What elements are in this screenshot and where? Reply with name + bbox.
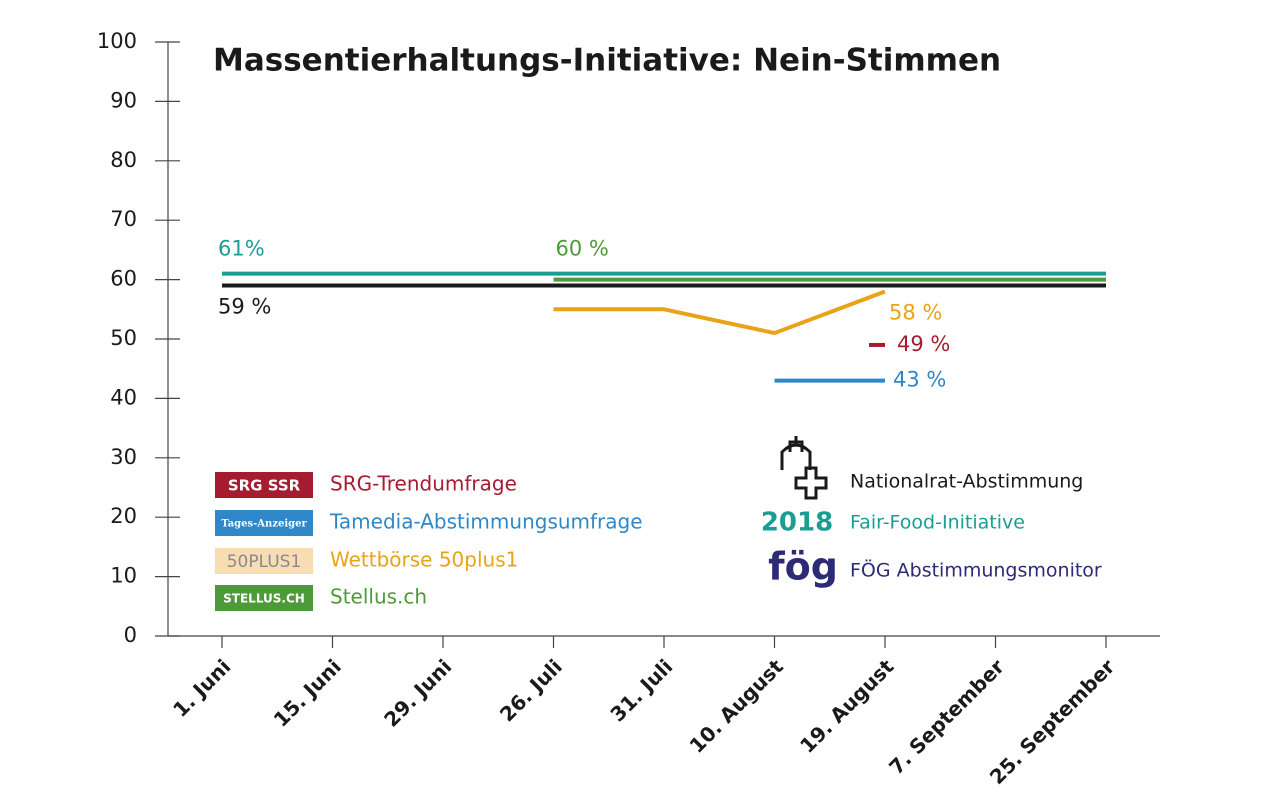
legend-badge <box>215 472 313 498</box>
y-tick-label: 0 <box>124 623 137 647</box>
data-label: 61% <box>218 237 265 261</box>
data-label: 60 % <box>556 237 609 261</box>
legend-badge <box>215 585 313 611</box>
legend-label: Tamedia-Abstimmungsumfrage <box>329 510 643 534</box>
y-tick-label: 10 <box>110 564 137 588</box>
x-tick-label: 1. Juni <box>168 654 235 721</box>
y-tick-label: 30 <box>110 445 137 469</box>
x-tick-label: 7. September <box>884 654 1009 779</box>
legend-badge-text: Tages-Anzeiger <box>221 519 307 530</box>
x-tick-label: 26. Juli <box>495 654 567 726</box>
legend-badge-text: SRG SSR <box>228 477 301 495</box>
y-tick-label: 20 <box>110 504 137 528</box>
legend-badge-text: fög <box>768 545 838 589</box>
x-tick-label: 15. Juni <box>269 654 346 731</box>
legend-badge <box>215 510 313 536</box>
data-label: 49 % <box>897 332 950 356</box>
legend-badge-text: 50PLUS1 <box>227 552 302 572</box>
chart-title: Massentierhaltungs-Initiative: Nein-Stim… <box>213 43 1001 79</box>
y-tick-label: 60 <box>110 267 137 291</box>
data-label: 43 % <box>893 368 946 392</box>
legend-label: Nationalrat-Abstimmung <box>850 471 1083 493</box>
legend-label: FÖG Abstimmungsmonitor <box>850 559 1102 582</box>
y-tick-label: 70 <box>110 207 137 231</box>
x-tick-label: 29. Juni <box>379 654 456 731</box>
y-tick-label: 90 <box>110 88 137 112</box>
y-tick-label: 80 <box>110 148 137 172</box>
y-tick-label: 40 <box>110 385 137 409</box>
legend-badge <box>215 548 313 574</box>
parliament-icon <box>780 436 828 500</box>
x-tick-label: 31. Juli <box>605 654 677 726</box>
legend-label: SRG-Trendumfrage <box>330 472 517 496</box>
y-tick-label: 50 <box>110 326 137 350</box>
legend-label: Fair-Food-Initiative <box>850 512 1025 534</box>
legend-badge-text: 2018 <box>761 508 833 538</box>
y-tick-label: 100 <box>97 29 137 53</box>
data-label: 58 % <box>889 300 942 324</box>
legend-label: Wettbörse 50plus1 <box>330 548 518 572</box>
legend-badge-text: STELLUS.CH <box>223 592 305 606</box>
data-label: 59 % <box>218 295 271 319</box>
legend-label: Stellus.ch <box>330 585 427 609</box>
series-line <box>553 289 886 336</box>
x-tick-label: 19. August <box>795 654 899 758</box>
x-tick-label: 10. August <box>685 654 789 758</box>
